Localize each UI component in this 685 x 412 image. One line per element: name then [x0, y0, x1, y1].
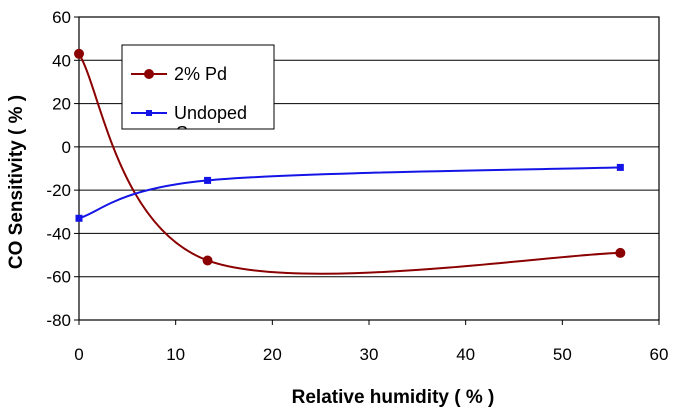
y-axis-title: CO Sensitivity ( % ) [6, 95, 27, 269]
y-tick-label-4: -20 [46, 181, 71, 200]
series-line-1 [78, 166, 621, 220]
x-tick-label-5: 50 [553, 345, 572, 364]
series-1-point-2 [616, 163, 624, 171]
series-layer [74, 48, 626, 275]
y-tick-label-6: -60 [46, 268, 71, 287]
legend-label-2pd: 2% Pd [174, 64, 227, 84]
legend-marker-undoped [146, 110, 152, 116]
y-tick-label-0: 60 [52, 8, 71, 27]
series-line-0 [78, 53, 621, 275]
legend-marker-2pd [144, 69, 154, 79]
y-tick-label-1: 40 [52, 51, 71, 70]
x-tick-label-4: 40 [456, 345, 475, 364]
x-axis-title: Relative humidity ( % ) [292, 387, 495, 408]
y-tick-label-3: 0 [62, 138, 71, 157]
x-tick-label-0: 0 [74, 345, 83, 364]
legend: 2% Pd Undoped S [121, 44, 275, 143]
series-0-point-2 [615, 247, 626, 258]
y-axis-ticks: 60 40 20 0 -20 -40 -60 -80 [46, 8, 79, 330]
y-tick-label-2: 20 [52, 95, 71, 114]
x-tick-label-1: 10 [166, 345, 185, 364]
x-tick-label-6: 60 [650, 345, 669, 364]
legend-label-undoped: Undoped [174, 103, 247, 123]
series-1-point-1 [204, 176, 212, 184]
series-0-point-0 [74, 48, 84, 59]
y-tick-label-7: -80 [46, 311, 71, 330]
y-tick-label-5: -40 [46, 224, 71, 243]
series-0-point-1 [202, 255, 213, 266]
series-1-point-0 [75, 214, 83, 222]
x-tick-label-2: 20 [263, 345, 282, 364]
x-tick-label-3: 30 [360, 345, 379, 364]
legend-label-undoped-cut: S [176, 123, 188, 143]
x-axis-ticks: 0 10 20 30 40 50 60 [74, 320, 668, 364]
